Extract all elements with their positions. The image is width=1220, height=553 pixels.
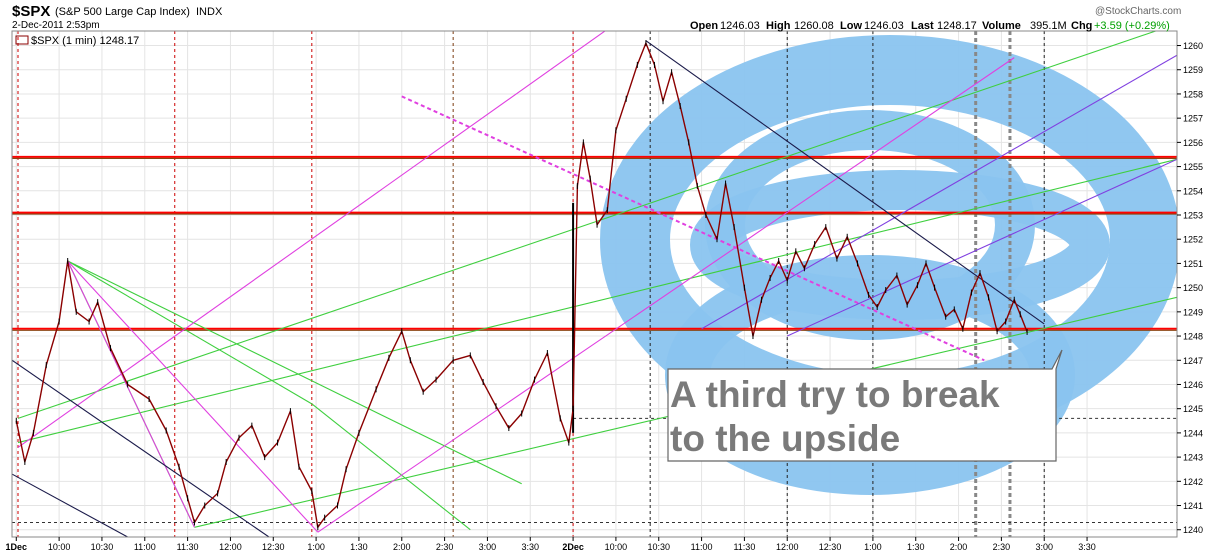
chg-value: +3.59 (+0.29%) [1094, 20, 1170, 32]
volume-label: Volume [982, 20, 1021, 32]
x-tick-label: 3:30 [521, 542, 539, 552]
y-tick-label: 1243 [1183, 453, 1203, 463]
trendline-purple [701, 54, 1177, 330]
chg-label: Chg [1071, 20, 1092, 32]
y-tick-label: 1244 [1183, 428, 1203, 438]
quote-bar: Open 1246.03 High 1260.08 Low 1246.03 La… [690, 20, 1170, 32]
low-value: 1246.03 [864, 20, 904, 32]
x-tick-label: 3:30 [1078, 542, 1096, 552]
x-tick-label: 10:00 [48, 542, 71, 552]
trendline-green [17, 158, 1177, 444]
open-value: 1246.03 [720, 20, 760, 32]
y-tick-label: 1249 [1183, 307, 1203, 317]
legend-swatch [15, 35, 29, 45]
y-tick-label: 1241 [1183, 501, 1203, 511]
y-tick-label: 1257 [1183, 114, 1203, 124]
y-tick-label: 1250 [1183, 283, 1203, 293]
index-name: (S&P 500 Large Cap Index) [55, 6, 190, 18]
open-label: Open [690, 20, 718, 32]
trendline-green [67, 260, 313, 405]
series-legend: $SPX (1 min) 1248.17 [31, 35, 139, 47]
y-tick-label: 1242 [1183, 477, 1203, 487]
exchange-label: INDX [196, 6, 223, 18]
x-tick-label: 10:30 [91, 542, 114, 552]
y-tick-label: 1260 [1183, 41, 1203, 51]
trendline-green [311, 403, 471, 531]
x-tick-label: 12:00 [219, 542, 242, 552]
watermark: @StockCharts.com [1095, 6, 1181, 17]
trendline-magenta [67, 260, 195, 528]
y-tick-label: 1252 [1183, 235, 1203, 245]
x-tick-label: 2Dec [562, 542, 584, 552]
trendline-purple [787, 158, 1177, 337]
y-tick-label: 1253 [1183, 211, 1203, 221]
x-tick-label: 10:30 [647, 542, 670, 552]
high-label: High [766, 20, 791, 32]
x-tick-label: 1Dec [6, 542, 28, 552]
x-tick-label: 2:30 [993, 542, 1011, 552]
x-tick-label: 2:00 [393, 542, 411, 552]
x-tick-label: 1:30 [350, 542, 368, 552]
x-tick-label: 11:00 [134, 542, 156, 552]
x-tick-label: 10:00 [605, 542, 628, 552]
x-tick-label: 11:30 [733, 542, 755, 552]
trendline-green [67, 260, 522, 485]
y-tick-label: 1240 [1183, 525, 1203, 535]
annotation-line-1: A third try to break [670, 374, 1000, 415]
y-tick-label: 1248 [1183, 332, 1203, 342]
x-tick-label: 1:00 [864, 542, 882, 552]
trendline-navy [12, 473, 128, 537]
x-tick-label: 3:00 [479, 542, 497, 552]
trendline-magenta [67, 260, 319, 533]
date-stamp: 2-Dec-2011 2:53pm [12, 20, 100, 31]
x-tick-label: 12:30 [262, 542, 285, 552]
trendline-magenta_dashed [401, 95, 985, 362]
trendline-magenta [317, 57, 1015, 533]
y-tick-label: 1256 [1183, 138, 1203, 148]
x-tick-label: 2:00 [950, 542, 968, 552]
y-tick-label: 1258 [1183, 89, 1203, 99]
price-series [15, 40, 1028, 531]
x-tick-label: 1:00 [307, 542, 325, 552]
plot-frame [11, 30, 1178, 538]
y-tick-label: 1246 [1183, 380, 1203, 390]
last-value: 1248.17 [937, 20, 977, 32]
ellipse-ring [690, 170, 1110, 320]
symbol-title: $SPX [12, 3, 50, 20]
trendline-navy [12, 359, 270, 537]
x-tick-label: 3:00 [1035, 542, 1053, 552]
y-tick-label: 1259 [1183, 65, 1203, 75]
y-axis: 1240 1241 1242 1243 1244 1245 1246 1247 1248 1249… [1177, 41, 1203, 535]
trendline-green [17, 31, 1158, 419]
x-tick-label: 12:00 [776, 542, 799, 552]
x-axis: 1Dec 10:00 10:30 11:00 11:30 12:00 12:30 1:00 1:… [6, 537, 1096, 552]
annotation-callout: A third try to break to the upside [667, 349, 1063, 462]
y-tick-label: 1251 [1183, 259, 1203, 269]
y-tick-label: 1247 [1183, 356, 1203, 366]
x-tick-label: 12:30 [819, 542, 842, 552]
volume-value: 395.1M [1030, 20, 1067, 32]
y-tick-label: 1255 [1183, 162, 1203, 172]
x-tick-label: 1:30 [907, 542, 925, 552]
x-tick-label: 11:30 [177, 542, 199, 552]
trendlines [12, 31, 1177, 537]
low-label: Low [840, 20, 862, 32]
x-tick-label: 2:30 [436, 542, 454, 552]
last-label: Last [911, 20, 934, 32]
y-tick-label: 1254 [1183, 186, 1203, 196]
y-tick-label: 1245 [1183, 404, 1203, 414]
annotation-line-2: to the upside [670, 418, 900, 459]
x-tick-label: 11:00 [691, 542, 713, 552]
high-value: 1260.08 [794, 20, 834, 32]
